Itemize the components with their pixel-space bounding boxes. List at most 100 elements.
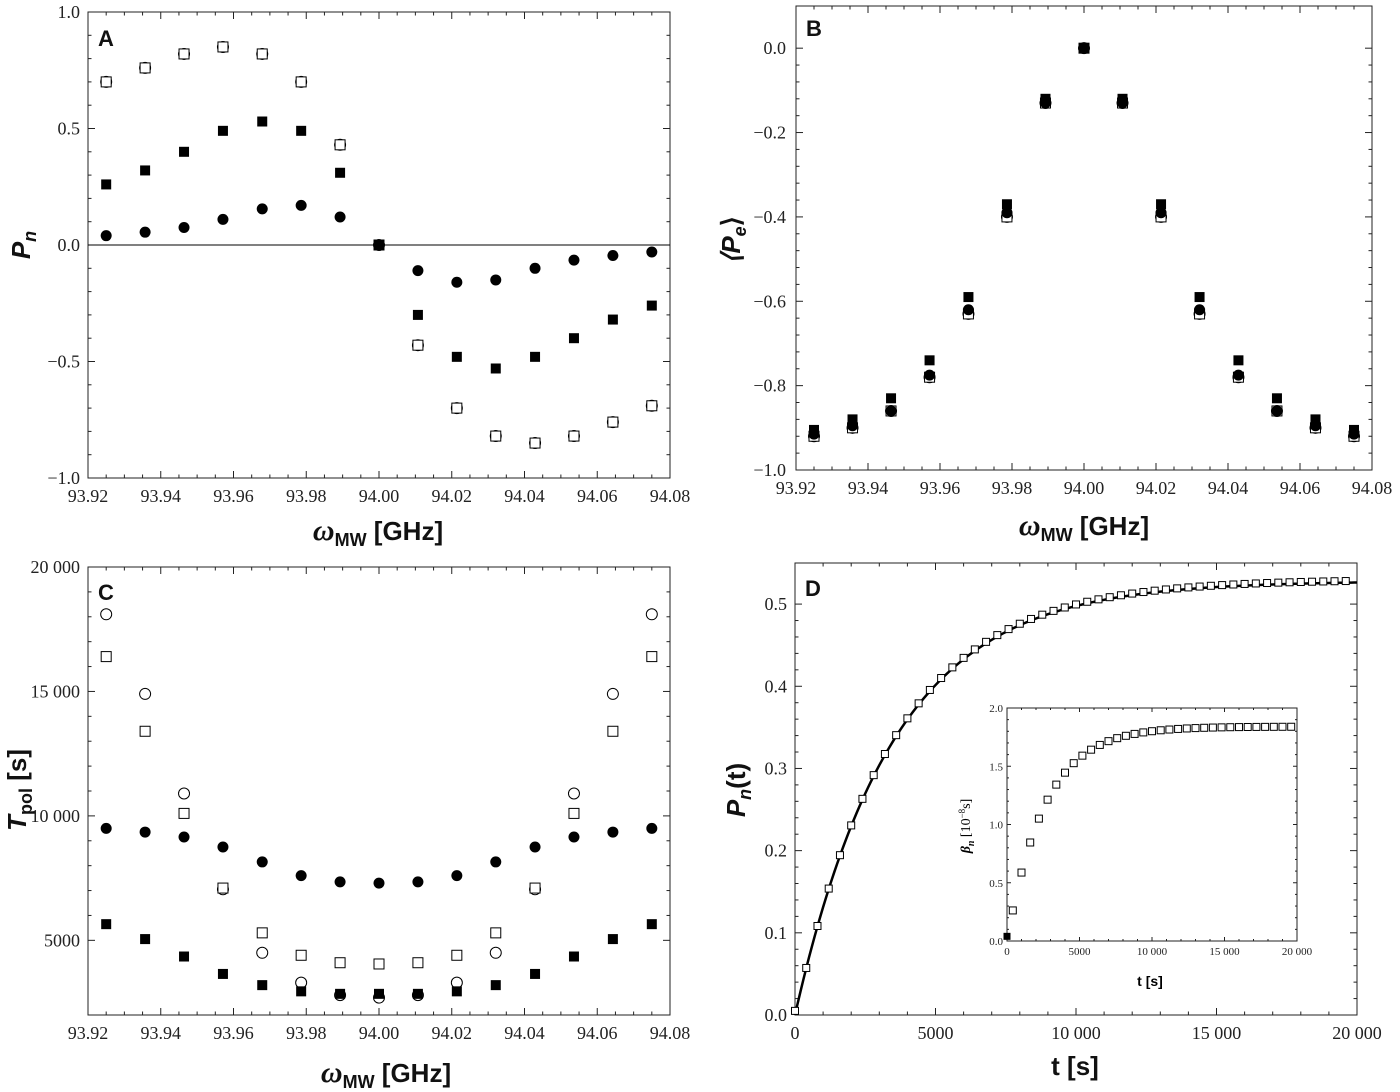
data-point-filled-circle (1001, 207, 1013, 219)
data-point-open-square (1341, 577, 1350, 586)
x-tick-label: 5000 (1069, 946, 1092, 958)
x-tick-label: 94.00 (359, 486, 400, 506)
data-point-open-square (970, 645, 979, 654)
y-tick-label: 20 000 (31, 557, 81, 577)
y-tick-label: 0.0 (764, 38, 787, 58)
data-point-open-square (295, 76, 307, 88)
x-tick-label: 93.98 (286, 486, 327, 506)
data-point-filled-square (451, 986, 462, 997)
data-point-filled-circle (490, 856, 502, 868)
x-tick-label: 15 000 (1209, 946, 1240, 958)
data-point-filled-square (490, 363, 501, 374)
inset-data-point (1261, 722, 1270, 731)
data-point-open-circle (100, 608, 113, 621)
data-point-filled-square (179, 951, 190, 962)
data-point-open-square (334, 957, 346, 969)
panel-b-ylabel: ⟨Pe⟩ (716, 216, 750, 264)
data-point-filled-square (335, 167, 346, 178)
y-tick-label: 0.2 (765, 841, 788, 861)
data-point-filled-square (886, 393, 897, 404)
x-tick-label: 10 000 (1051, 1023, 1101, 1043)
inset-data-point (1026, 838, 1035, 847)
data-point-open-square (802, 963, 811, 972)
panel-b-xlabel: ωMW [GHz] (1019, 509, 1149, 545)
data-point-open-square (490, 927, 502, 939)
inset-data-point (1235, 723, 1243, 732)
inset-data-point (1113, 734, 1122, 743)
inset-ylabel: βn [10−8s] (957, 799, 977, 855)
data-point-filled-square (217, 125, 228, 136)
data-point-open-square (646, 651, 658, 663)
data-point-filled-circle (217, 213, 229, 225)
data-point-filled-square (1079, 43, 1089, 54)
data-point-filled-circle (373, 239, 385, 251)
data-point-open-square (869, 771, 878, 780)
data-point-filled-square (257, 116, 268, 127)
data-point-filled-circle (295, 199, 307, 211)
y-tick-label: 5000 (44, 930, 80, 950)
data-point-filled-square (296, 125, 307, 136)
data-point-filled-circle (178, 222, 190, 234)
inset-data-point (1252, 722, 1261, 731)
data-point-filled-square (140, 165, 151, 176)
x-tick-label: 94.00 (359, 1023, 400, 1043)
panel-d-ylabel: Pn(t) (721, 763, 755, 817)
inset-data-point (1243, 723, 1252, 732)
data-point-filled-square (924, 355, 935, 366)
y-tick-label: −1.0 (47, 468, 80, 488)
data-point-filled-circle (529, 262, 541, 274)
data-point-open-square (1184, 583, 1193, 592)
inset-marks: 0 5000 10 000 15 000 20 000 0.0 0.5 1.0 1.5 2.0 (989, 703, 1312, 958)
data-point-open-square (1330, 577, 1339, 586)
inset-data-point (1087, 745, 1096, 754)
inset-data-point (1200, 723, 1209, 732)
inset-data-point-filled (1003, 932, 1011, 940)
data-point-open-square (1060, 603, 1069, 612)
data-point-filled-square (809, 424, 819, 435)
data-point-open-square (791, 1006, 799, 1015)
data-point-open-square (1161, 585, 1170, 594)
data-point-open-square (925, 685, 934, 694)
y-tick-label: 0.5 (58, 119, 81, 139)
data-point-filled-circle (607, 826, 619, 838)
panel-c-frame (87, 566, 671, 1016)
data-point-open-square (1072, 600, 1080, 609)
data-point-open-square (1263, 579, 1272, 588)
data-point-filled-circle (217, 841, 229, 853)
y-tick-label: −0.6 (753, 291, 786, 311)
panel-b-marks: 93.92 93.94 93.96 93.98 94.00 94.02 94.04 94.06… (753, 6, 1392, 498)
x-tick-label: 94.06 (577, 1023, 618, 1043)
data-point-filled-circle (139, 226, 151, 238)
x-tick-label: 94.02 (1136, 478, 1177, 498)
inset-data-point (1191, 724, 1200, 733)
data-point-filled-square (1156, 199, 1167, 210)
data-point-filled-circle (490, 274, 502, 286)
data-point-filled-circle (100, 822, 112, 834)
inset-data-point (1217, 723, 1226, 732)
data-point-filled-square (451, 351, 462, 362)
y-tick-label: 0.5 (989, 878, 1003, 890)
data-point-open-square (858, 794, 867, 803)
data-point-filled-square (963, 292, 974, 303)
data-point-open-square (139, 725, 151, 737)
data-point-open-square (847, 821, 856, 830)
data-point-filled-circle (646, 822, 658, 834)
y-tick-label: 0.1 (765, 923, 788, 943)
data-point-open-square (835, 851, 844, 860)
y-tick-label: 1.5 (989, 761, 1003, 773)
x-tick-label: 93.96 (213, 486, 254, 506)
data-point-open-square (529, 882, 541, 894)
inset-data-point (1017, 868, 1026, 877)
data-point-open-square (1285, 578, 1294, 587)
panel-d-marks: 0 5000 10 000 15 000 20 000 0.0 0.1 0.2 0.3 0.4 0.… (765, 563, 1382, 1043)
data-point-open-square (1105, 593, 1114, 602)
y-tick-label: −0.8 (753, 376, 786, 396)
data-point-filled-circle (295, 870, 307, 882)
inset-data-point (1078, 751, 1087, 760)
data-point-open-square (373, 958, 385, 970)
data-point-open-square (1195, 582, 1204, 591)
x-tick-label: 93.92 (68, 1023, 109, 1043)
data-point-open-circle (139, 687, 152, 700)
data-point-open-square (1116, 591, 1125, 600)
data-point-filled-circle (334, 211, 346, 223)
